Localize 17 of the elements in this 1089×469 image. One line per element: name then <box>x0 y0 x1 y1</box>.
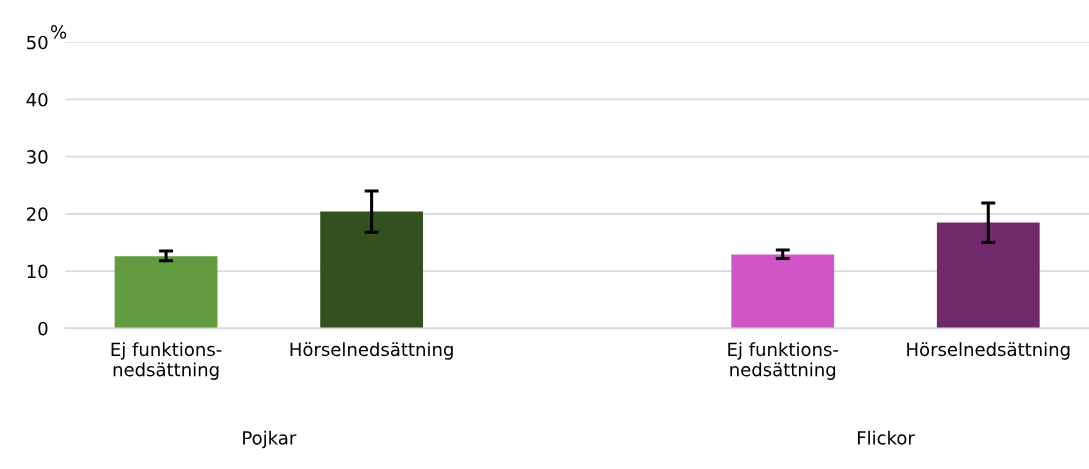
bar <box>936 222 1040 329</box>
y-tick-label: 0 <box>38 321 48 336</box>
y-axis-title: % <box>50 25 67 39</box>
text: Pojkar <box>243 430 297 449</box>
y-tick-label: 50 <box>27 35 48 50</box>
y-tick-label: 30 <box>27 150 48 164</box>
x-tick-label: Hörselnedsättning <box>907 342 1070 360</box>
bar <box>320 211 423 329</box>
bar <box>731 254 835 329</box>
text: Flickor <box>857 430 915 445</box>
bar <box>114 256 218 329</box>
y-tick-label: 20 <box>27 207 48 221</box>
x-tick-label: Ej funktions- nedsättning <box>111 342 222 380</box>
x-tick-label: Hörselnedsättning <box>290 342 453 360</box>
x-tick-label: Ej funktions- nedsättning <box>728 342 839 380</box>
y-tick-label: 10 <box>27 264 48 279</box>
y-tick-label: 40 <box>26 92 48 107</box>
